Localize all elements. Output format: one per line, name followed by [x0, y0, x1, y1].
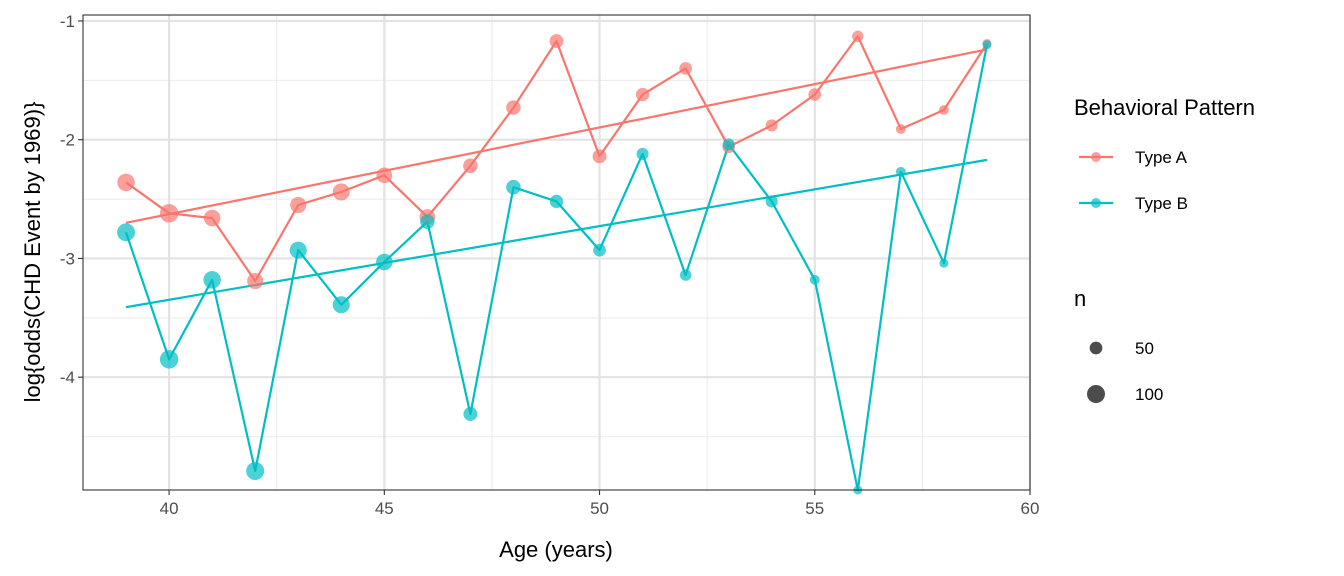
legend-color-keys: Type A Type B — [1079, 148, 1188, 213]
legend-size-title: n — [1074, 286, 1086, 311]
data-point-type-a — [332, 183, 350, 201]
data-point-type-b — [463, 407, 478, 421]
data-point-type-b — [895, 166, 906, 177]
legend-key-point — [1091, 152, 1101, 162]
data-point-type-b — [765, 195, 778, 208]
data-point-type-b — [722, 138, 735, 151]
y-tick-label: -1 — [60, 12, 75, 31]
data-point-type-a — [159, 204, 179, 223]
data-point-type-a — [679, 62, 693, 75]
data-point-type-b — [246, 462, 265, 480]
x-axis: 40 45 50 55 60 — [160, 490, 1040, 518]
y-tick-label: -4 — [60, 368, 75, 387]
data-point-type-a — [117, 173, 135, 192]
data-point-type-a — [247, 272, 264, 290]
point-layer — [117, 30, 992, 495]
legend-size-label: 50 — [1135, 339, 1154, 358]
data-point-type-a — [203, 209, 221, 227]
data-point-type-a — [895, 124, 906, 134]
data-point-type-b — [289, 241, 307, 259]
plot-panel — [82, 14, 1032, 495]
x-tick-label: 55 — [805, 499, 824, 518]
data-point-type-b — [679, 269, 692, 281]
legend-size-label: 100 — [1135, 385, 1163, 404]
data-point-type-b — [376, 253, 393, 271]
x-tick-label: 50 — [590, 499, 609, 518]
data-point-type-b — [506, 179, 521, 195]
x-tick-label: 40 — [160, 499, 179, 518]
legend-color-title: Behavioral Pattern — [1074, 95, 1255, 120]
plot-panel-background — [83, 15, 1030, 490]
plot-panel-border — [82, 14, 1031, 491]
legend-size-key: 100 — [1087, 385, 1163, 404]
data-point-type-b — [636, 147, 649, 160]
fit-line-type-a — [125, 48, 988, 224]
legend-key-point — [1091, 198, 1101, 208]
x-axis-title: Age (years) — [499, 537, 613, 562]
legend-size-key: 50 — [1089, 339, 1154, 358]
legend-key-type-a: Type A — [1079, 148, 1188, 167]
data-point-type-b — [593, 243, 606, 257]
legend-key-label: Type B — [1135, 194, 1188, 213]
legend-key-type-b: Type B — [1079, 194, 1188, 213]
legend: Behavioral Pattern Type A Type B n 50 100 — [1074, 95, 1255, 404]
legend-size-point — [1087, 385, 1105, 403]
data-point-type-b — [809, 274, 820, 285]
y-tick-label: -3 — [60, 249, 75, 268]
fit-line-layer — [125, 48, 988, 309]
data-point-type-a — [765, 119, 778, 132]
data-point-type-b — [159, 350, 179, 369]
fit-line-type-b — [125, 158, 988, 309]
data-point-type-a — [852, 30, 864, 43]
legend-key-label: Type A — [1135, 148, 1188, 167]
data-point-type-a — [506, 100, 521, 115]
x-tick-label: 60 — [1021, 499, 1040, 518]
data-point-type-a — [549, 34, 564, 49]
data-point-type-a — [938, 105, 949, 115]
data-point-type-a — [463, 158, 478, 174]
data-point-type-b — [939, 258, 949, 268]
data-point-type-b — [982, 40, 992, 50]
data-point-type-b — [332, 296, 350, 314]
data-point-type-b — [117, 223, 136, 242]
legend-size-point — [1089, 341, 1103, 355]
x-tick-label: 45 — [375, 499, 394, 518]
data-point-type-a — [808, 88, 822, 101]
y-axis-title: log{odds(CHD Event by 1969)} — [20, 102, 45, 403]
data-point-type-b — [549, 194, 564, 209]
y-axis: -4 -3 -2 -1 — [60, 12, 83, 387]
data-point-type-a — [376, 167, 393, 184]
data-point-type-a — [290, 196, 307, 214]
data-point-type-b — [203, 271, 221, 289]
data-point-type-a — [635, 87, 650, 102]
y-tick-label: -2 — [60, 131, 75, 150]
legend-size-keys: 50 100 — [1087, 339, 1163, 404]
data-point-type-a — [592, 149, 607, 164]
data-point-type-b — [420, 214, 435, 229]
